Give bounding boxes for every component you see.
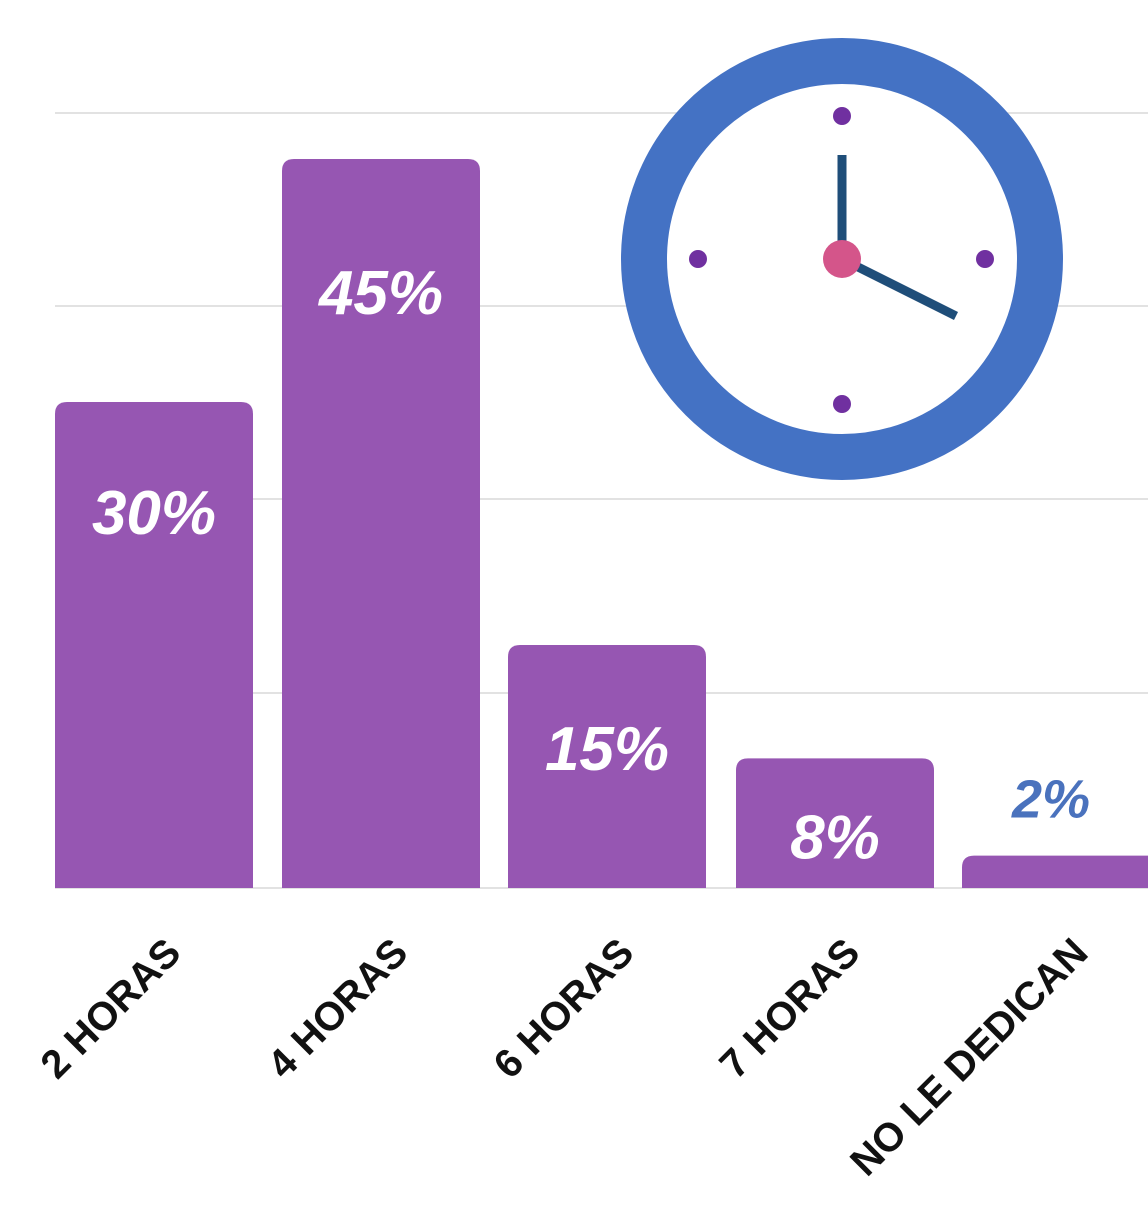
data-label: 2% [1011, 770, 1090, 830]
clock-center-dot [823, 240, 861, 278]
category-label: 7 HORAS [712, 930, 869, 1087]
clock-marker-9 [689, 250, 707, 268]
data-label: 30% [92, 479, 216, 548]
category-label: 2 HORAS [33, 930, 190, 1087]
bar-2-horas [55, 402, 253, 888]
bar-4-horas [282, 159, 480, 888]
value-labels: 30% 45% 15% 8% 2% [92, 259, 1090, 872]
data-label: 15% [545, 715, 669, 784]
clock-marker-6 [833, 395, 851, 413]
data-label: 8% [790, 803, 880, 872]
category-label: 4 HORAS [260, 930, 417, 1087]
clock-marker-3 [976, 250, 994, 268]
bar-6-horas [508, 645, 706, 888]
category-label: NO LE DEDICAN [842, 930, 1096, 1184]
bars [55, 159, 1148, 888]
bar-no-le-dedican [962, 855, 1148, 888]
bar-7-horas [736, 758, 934, 888]
clock-icon [621, 38, 1063, 480]
clock-marker-12 [833, 107, 851, 125]
data-label: 45% [317, 259, 443, 328]
clock-hour-hand [839, 254, 959, 321]
category-label: 6 HORAS [486, 930, 643, 1087]
